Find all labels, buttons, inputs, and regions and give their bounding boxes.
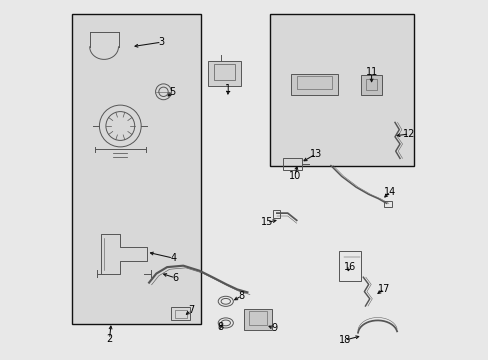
Text: 7: 7 [188, 305, 194, 315]
Text: 12: 12 [403, 129, 415, 139]
Text: 14: 14 [384, 186, 396, 197]
Bar [297, 76, 331, 89]
Bar [383, 201, 391, 207]
Text: 6: 6 [172, 273, 178, 283]
Bar [283, 158, 301, 170]
Text: 10: 10 [288, 171, 301, 181]
Text: 4: 4 [170, 253, 176, 263]
Bar [273, 210, 279, 218]
Bar [269, 14, 413, 166]
Text: 15: 15 [260, 217, 272, 228]
Bar [213, 64, 235, 80]
Bar [208, 61, 241, 86]
Text: 8: 8 [238, 291, 244, 301]
Text: 3: 3 [158, 37, 164, 47]
Text: 8: 8 [217, 322, 223, 332]
Text: 1: 1 [225, 84, 231, 94]
Bar [72, 14, 201, 324]
Text: 11: 11 [365, 67, 377, 77]
Bar [360, 75, 381, 95]
Bar [244, 309, 271, 330]
Text: 2: 2 [106, 334, 112, 344]
Text: 5: 5 [169, 87, 175, 97]
Bar [248, 311, 266, 325]
Bar [171, 307, 190, 320]
Text: 17: 17 [377, 284, 389, 294]
Bar [291, 74, 337, 95]
Text: 16: 16 [343, 262, 355, 272]
Bar [339, 251, 361, 281]
Text: 13: 13 [309, 149, 321, 159]
Bar [175, 310, 187, 318]
Bar [365, 79, 377, 90]
Text: 9: 9 [270, 323, 277, 333]
Text: 18: 18 [338, 335, 350, 345]
